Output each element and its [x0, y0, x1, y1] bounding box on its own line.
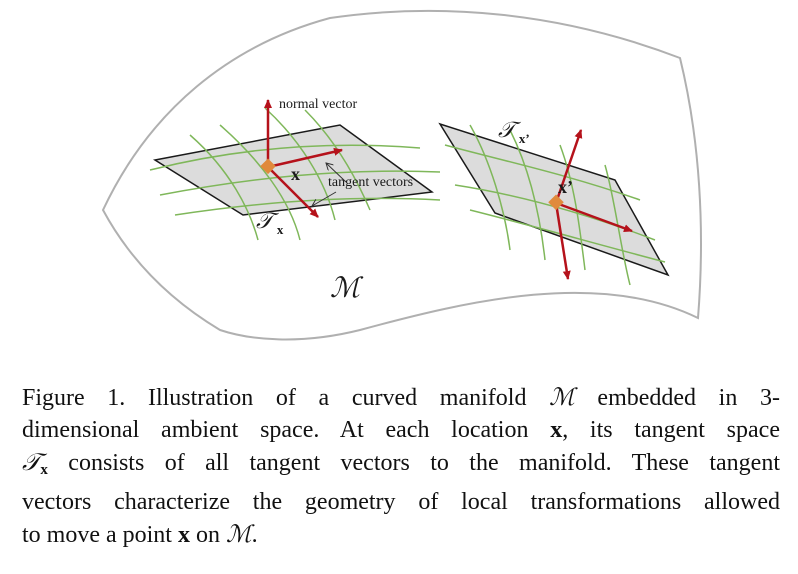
- caption-line-3: 𝒯x consists of all tangent vectors to th…: [22, 448, 780, 478]
- figure-caption: Figure 1. Illustration of a curved manif…: [22, 381, 780, 551]
- tangent-vector-arrow: [267, 147, 343, 169]
- location-x: x: [550, 417, 563, 443]
- manifold-symbol: ℳ: [225, 520, 252, 548]
- point-x-prime-marker: [548, 194, 564, 211]
- normal-vector-arrow: [554, 202, 571, 280]
- point-x-label: x: [291, 164, 300, 184]
- normal-vector-arrow: [554, 129, 583, 204]
- tangent-label-pointer: [312, 191, 337, 206]
- manifold-symbol: ℳ: [330, 271, 364, 304]
- manifold-figure: normal vector tangent vectors x 𝒯 x x’ 𝒯…: [101, 9, 702, 341]
- caption-line-2: dimensional ambient space. At each locat…: [22, 417, 780, 443]
- tangent-plane-left: [149, 107, 441, 241]
- caption-line-1: Figure 1. Illustration of a curved manif…: [22, 383, 780, 411]
- tangent-space-subscript: x’: [519, 131, 530, 146]
- vectors-left: [260, 99, 343, 218]
- tangent-label-pointer: [326, 163, 347, 183]
- tangent-space-subscript: x: [277, 222, 284, 237]
- tangent-vector-arrow: [267, 166, 319, 218]
- point-x-marker: [260, 158, 276, 175]
- caption-line-4: vectors characterize the geometry of loc…: [22, 489, 780, 515]
- manifold-symbol: ℳ: [549, 383, 575, 411]
- normal-vector-label: normal vector: [279, 97, 357, 112]
- point-x: x: [177, 522, 190, 548]
- tangent-space-symbol: 𝒯: [22, 448, 41, 476]
- tangent-space-subscript: x: [40, 462, 48, 478]
- tangent-vector-arrow: [555, 201, 633, 233]
- vectors-right: [548, 129, 633, 280]
- caption-line-5: to move a point x on ℳ.: [22, 520, 258, 548]
- tangent-vectors-label: tangent vectors: [328, 175, 413, 190]
- point-x-prime-label: x’: [558, 177, 573, 197]
